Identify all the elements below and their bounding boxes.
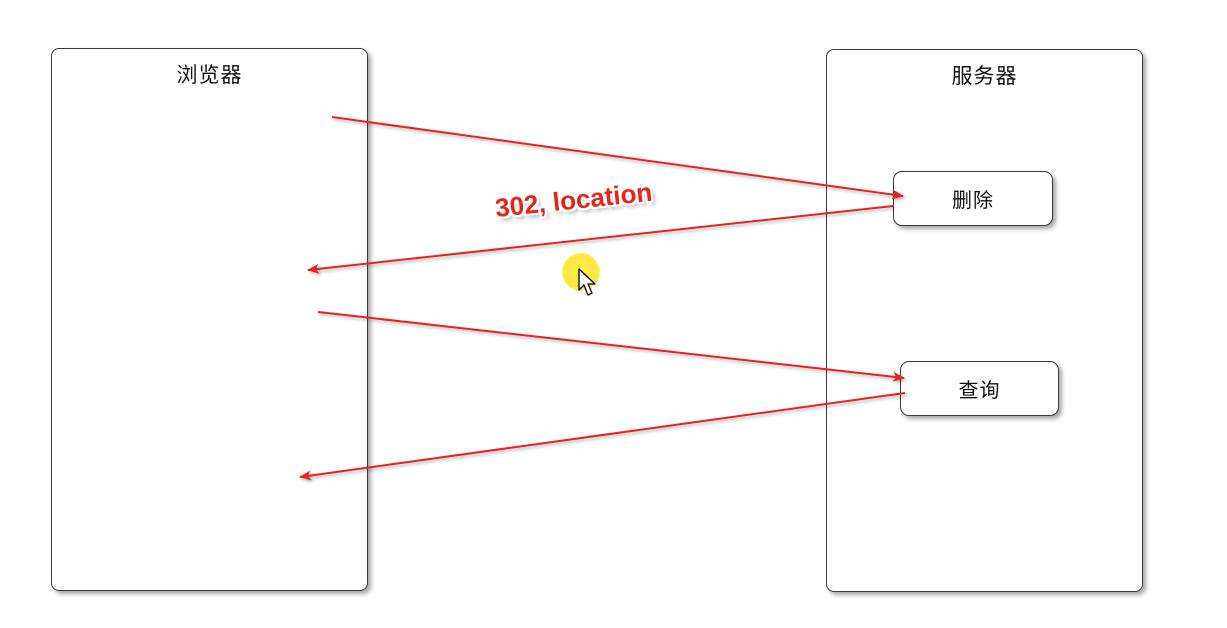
mouse-pointer-icon (578, 268, 596, 296)
browser-lane: 浏览器 (51, 48, 368, 591)
query-node: 查询 (900, 361, 1059, 416)
arrow-response-query (299, 392, 906, 481)
arrow-request-query (317, 311, 905, 382)
delete-node: 删除 (893, 171, 1053, 226)
browser-title: 浏览器 (176, 63, 243, 87)
server-title: 服务器 (951, 64, 1018, 88)
server-lane: 服务器 (826, 49, 1143, 592)
arrow-request-delete (331, 116, 904, 200)
arrow-redirect-302 (307, 205, 894, 274)
